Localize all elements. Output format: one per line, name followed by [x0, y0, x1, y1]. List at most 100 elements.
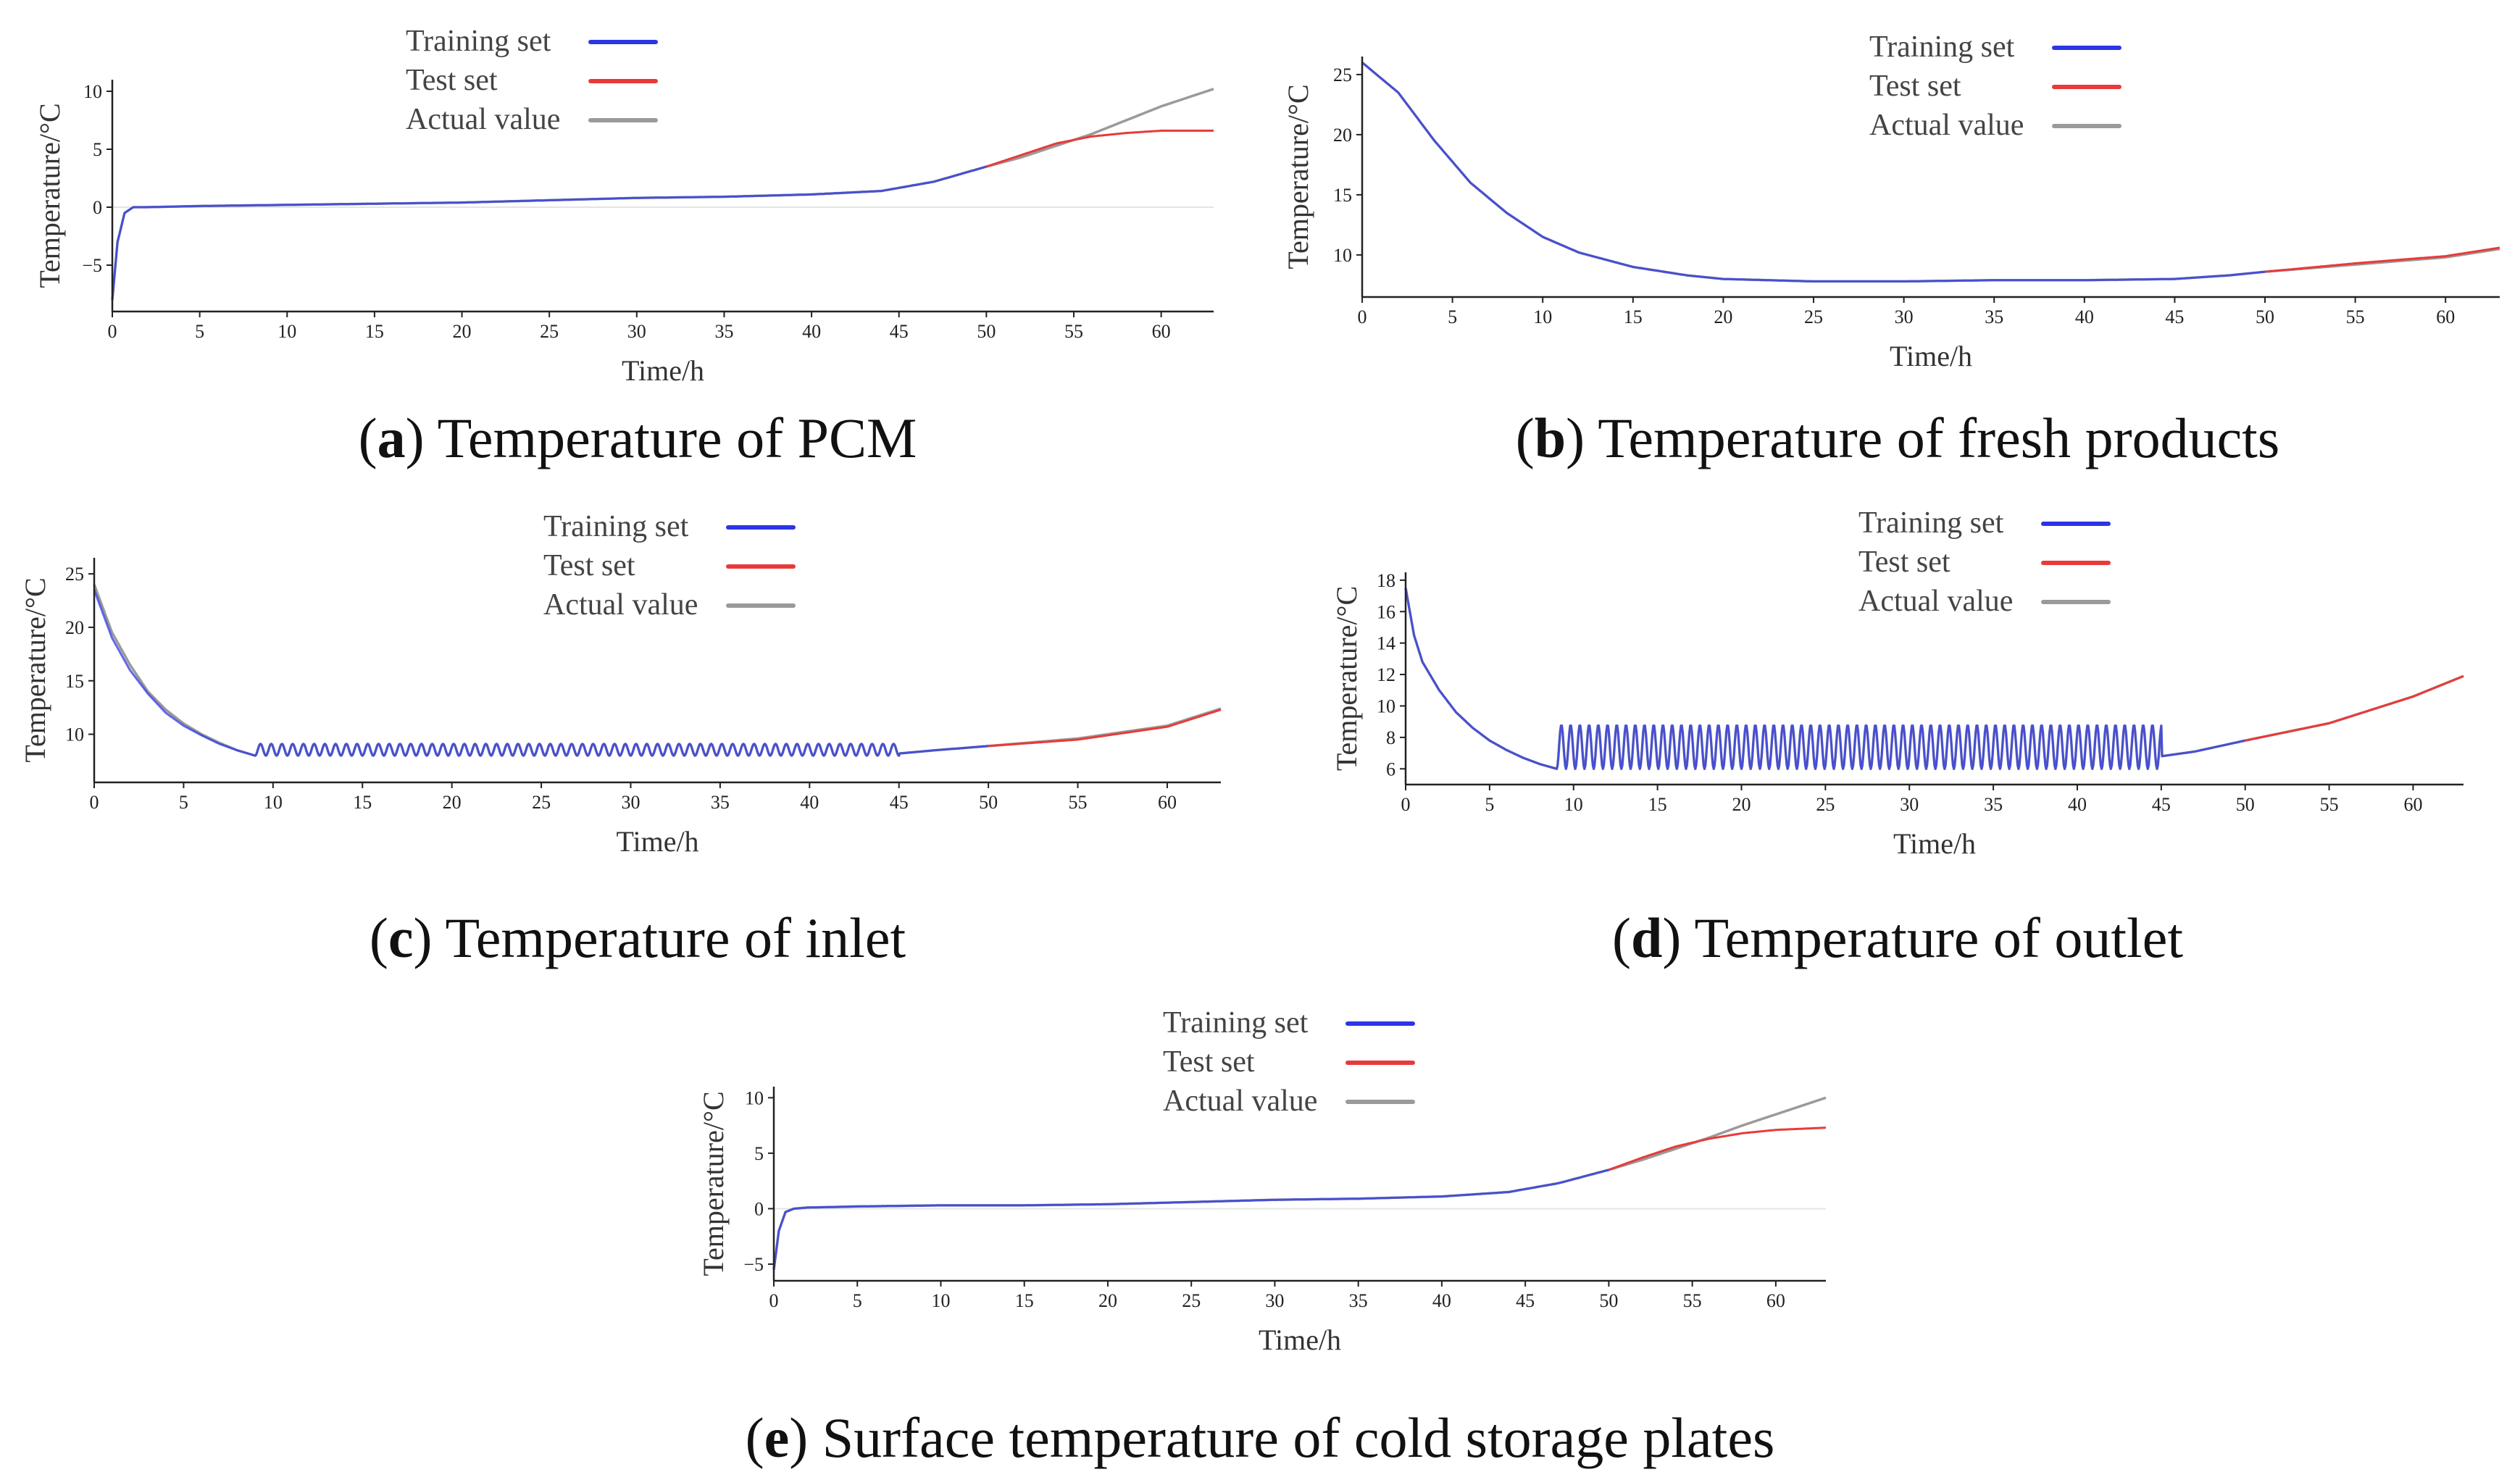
x-tick-label: 35: [711, 792, 730, 813]
x-tick-label: 15: [1648, 794, 1667, 815]
y-tick-label: 10: [83, 81, 102, 102]
x-tick-label: 30: [627, 321, 646, 342]
x-tick-label: 5: [1485, 794, 1494, 815]
caption-c-text: Temperature of inlet: [445, 906, 906, 969]
x-tick-label: 60: [2403, 794, 2422, 815]
x-tick-label: 50: [1599, 1290, 1618, 1311]
x-tick-label: 25: [1816, 794, 1835, 815]
x-tick-label: 5: [179, 792, 188, 813]
chart-d: 0 5 10 15 20 25 30 35 40 45 50 55 60 6 8 10 12 14 16 18 Time…: [1330, 506, 2464, 860]
x-tick-label: 40: [802, 321, 821, 342]
x-tick-label: 15: [365, 321, 384, 342]
series-actual-value: [772, 1096, 1827, 1270]
y-axis-label: Temperature/°C: [33, 103, 66, 288]
x-tick-label: 5: [1448, 306, 1457, 327]
x-axis-label: Time/h: [1890, 340, 1972, 372]
x-tick-label: 45: [890, 321, 909, 342]
x-tick-label: 20: [443, 792, 462, 813]
chart-e: 0 5 10 15 20 25 30 35 40 45 50 55 60−50510Time/hTemp…: [697, 1006, 1827, 1356]
panel-e: 0 5 10 15 20 25 30 35 40 45 50 55 60 −5 0 5 10 Time/h Temp…: [0, 1000, 2520, 1480]
x-tick-label: 10: [278, 321, 296, 342]
x-tick-label: 10: [1533, 306, 1552, 327]
y-tick-label: 8: [1386, 727, 1395, 748]
y-tick-label: 15: [1333, 185, 1352, 206]
x-tick-label: 10: [931, 1290, 950, 1311]
y-tick-label: 5: [93, 139, 102, 160]
legend-label: Actual value: [543, 588, 698, 622]
y-tick-label: 10: [65, 724, 84, 745]
panel-c: 0 5 10 15 20 25 30 35 40 45 50 55 60 10 15 20 25 Time/h Te…: [0, 500, 1275, 978]
x-tick-label: 35: [1985, 306, 2003, 327]
x-tick-label: 10: [264, 792, 283, 813]
caption-b-text: Temperature of fresh products: [1598, 406, 2280, 469]
x-tick-label: 55: [1069, 792, 1088, 813]
legend-label: Test set: [543, 549, 635, 582]
y-tick-label: −5: [82, 255, 102, 276]
legend-label: Training set: [406, 25, 551, 58]
caption-a: (a) Temperature of PCM: [358, 406, 917, 469]
y-tick-label: 10: [1333, 245, 1352, 266]
series-actual-value: [111, 88, 1214, 301]
legend-label: Training set: [1869, 30, 2015, 64]
y-tick-label: 16: [1377, 601, 1395, 622]
x-tick-label: 15: [1015, 1290, 1034, 1311]
x-tick-label: 15: [1624, 306, 1643, 327]
x-tick-label: 40: [2075, 306, 2094, 327]
x-tick-label: 60: [1766, 1290, 1785, 1311]
y-tick-label: 12: [1377, 664, 1395, 685]
x-tick-label: 35: [714, 321, 733, 342]
legend-label: Test set: [1163, 1045, 1255, 1079]
y-tick-label: 25: [65, 564, 84, 585]
y-tick-label: 0: [754, 1198, 764, 1219]
x-tick-label: 20: [453, 321, 472, 342]
series-test-set: [985, 129, 1214, 168]
x-tick-label: 0: [1401, 794, 1411, 815]
x-tick-label: 50: [2256, 306, 2274, 327]
x-tick-label: 40: [2068, 794, 2087, 815]
caption-e-letter: e: [764, 1406, 790, 1469]
x-tick-label: 55: [1064, 321, 1083, 342]
series-test-set: [988, 708, 1222, 748]
legend-label: Test set: [406, 64, 498, 97]
y-tick-label: 25: [1333, 64, 1352, 85]
panel-b: 0 5 10 15 20 25 30 35 40 45 50 55 60 10 15 20 25 Time/h Te…: [1275, 0, 2520, 493]
y-axis-label: Temperature/°C: [1330, 586, 1363, 771]
caption-d: (d) Temperature of outlet: [1611, 906, 2184, 969]
series-training-set: [772, 1168, 1609, 1270]
y-axis-label: Temperature/°C: [1282, 84, 1314, 269]
legend-label: Training set: [1858, 506, 2004, 540]
caption-a-letter: a: [377, 406, 406, 469]
caption-e: (e) Surface temperature of cold storage …: [745, 1406, 1775, 1469]
caption-d-text: Temperature of outlet: [1694, 906, 2184, 969]
caption-a-text: Temperature of PCM: [437, 406, 917, 469]
y-tick-label: 14: [1377, 633, 1395, 654]
x-tick-label: 20: [1732, 794, 1751, 815]
caption-b-letter: b: [1534, 406, 1566, 469]
series-training-set: [93, 589, 989, 757]
legend-label: Test set: [1858, 545, 1951, 579]
legend-label: Actual value: [1858, 585, 2013, 618]
y-tick-label: 10: [1377, 695, 1395, 716]
y-tick-label: 6: [1386, 758, 1395, 779]
x-tick-label: 60: [1152, 321, 1171, 342]
y-tick-label: 15: [65, 671, 84, 692]
series-training-set: [1361, 62, 2266, 283]
x-tick-label: 55: [2320, 794, 2339, 815]
x-tick-label: 15: [353, 792, 372, 813]
x-tick-label: 40: [1432, 1290, 1451, 1311]
caption-c-letter: c: [388, 906, 414, 969]
x-tick-label: 10: [1564, 794, 1583, 815]
x-tick-label: 20: [1714, 306, 1732, 327]
series-training-set: [111, 165, 987, 301]
series-training-set: [1404, 588, 2246, 770]
x-tick-label: 0: [1358, 306, 1367, 327]
x-tick-label: 5: [195, 321, 204, 342]
series-test-set: [2245, 674, 2464, 742]
x-tick-label: 55: [1683, 1290, 1702, 1311]
legend-label: Training set: [543, 510, 689, 543]
x-tick-label: 45: [2152, 794, 2171, 815]
y-tick-label: 20: [1333, 125, 1352, 146]
caption-b: (b) Temperature of fresh products: [1515, 406, 2280, 469]
x-tick-label: 45: [890, 792, 909, 813]
x-tick-label: 25: [1182, 1290, 1201, 1311]
